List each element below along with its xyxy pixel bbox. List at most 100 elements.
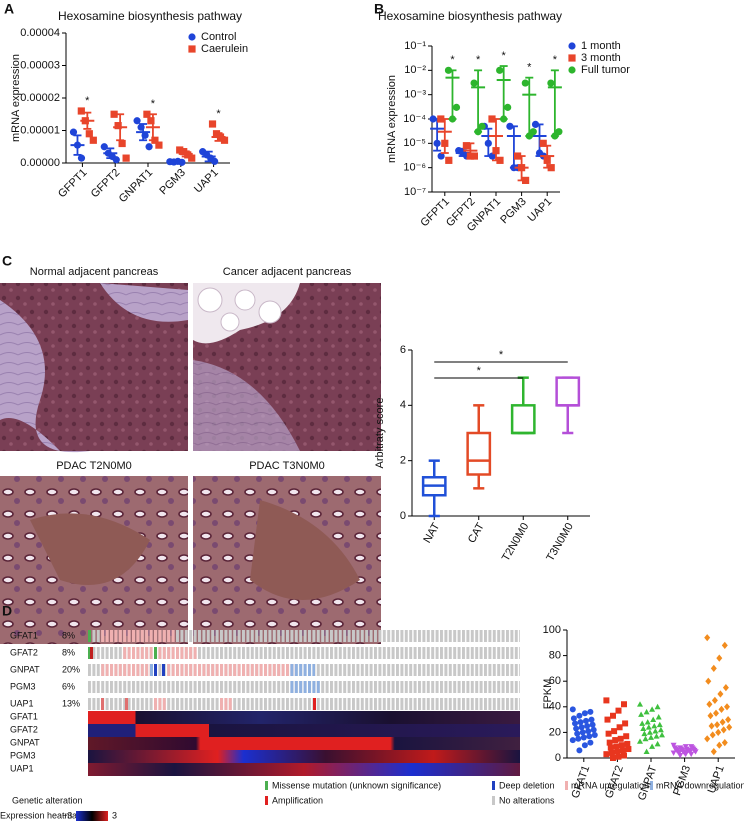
y-tick-label: 10⁻⁴	[403, 113, 426, 125]
significance-label: *	[85, 95, 90, 107]
data-point	[470, 79, 478, 87]
y-tick-label: 100	[543, 624, 561, 636]
data-point	[452, 103, 461, 111]
data-point	[617, 735, 624, 742]
data-point	[652, 728, 659, 734]
data-point	[649, 706, 656, 712]
percent-label: 8%	[62, 647, 75, 657]
data-point	[77, 107, 85, 115]
data-point	[220, 136, 229, 144]
box	[466, 431, 492, 476]
percent-label: 13%	[62, 698, 80, 708]
data-point	[581, 710, 588, 717]
y-tick-label: 40	[549, 701, 561, 713]
y-tick-label: 10⁻³	[404, 89, 426, 101]
data-point	[143, 110, 151, 118]
legend-marker	[188, 33, 196, 41]
data-point	[711, 696, 718, 704]
data-point	[721, 739, 728, 747]
y-tick-label: 10⁻⁵	[403, 137, 426, 149]
legend-label: Amplification	[272, 795, 323, 805]
data-point	[615, 753, 622, 760]
data-point	[155, 141, 163, 149]
data-point	[590, 726, 597, 733]
data-point	[621, 701, 627, 708]
percent-label: 6%	[62, 681, 75, 691]
data-point	[570, 715, 577, 722]
data-point	[89, 136, 97, 144]
scale-label: 3	[112, 810, 117, 820]
data-point	[612, 737, 619, 744]
gene-label: PGM3	[10, 681, 36, 691]
data-point	[610, 712, 616, 719]
data-point	[638, 711, 645, 717]
data-point	[646, 729, 653, 735]
legend-marker	[568, 54, 576, 62]
data-point	[573, 725, 580, 732]
y-tick-label: 10⁻⁶	[403, 162, 426, 174]
data-point	[572, 720, 578, 727]
legend-heading: Genetic alteration	[12, 795, 83, 805]
data-point	[644, 719, 651, 725]
heatmap	[88, 711, 520, 776]
heatmap-gene-label: GFAT1	[10, 711, 38, 721]
data-point	[641, 730, 648, 737]
data-point	[625, 746, 632, 753]
data-point	[603, 697, 610, 704]
y-axis-label: mRNA expression	[10, 54, 22, 142]
data-point	[615, 707, 622, 714]
percent-label: 8%	[62, 630, 75, 640]
data-point	[716, 654, 723, 662]
data-point	[575, 735, 582, 742]
y-tick-label: 0.00001	[20, 124, 60, 136]
legend-label: Deep deletion	[499, 780, 555, 790]
data-point	[110, 110, 118, 118]
data-point	[613, 743, 620, 750]
heatmap-gene-label: PGM3	[10, 750, 36, 760]
panel-label: D	[2, 603, 12, 619]
data-point	[555, 128, 563, 136]
data-point	[650, 716, 657, 722]
data-point	[649, 743, 656, 749]
data-point	[521, 79, 529, 87]
data-point	[579, 729, 586, 736]
data-point	[706, 700, 713, 708]
data-point	[643, 708, 650, 715]
data-point	[583, 717, 589, 724]
gene-label: GFAT1	[10, 630, 38, 640]
data-point	[623, 733, 630, 740]
significance-label: *	[216, 108, 221, 120]
data-point	[642, 735, 649, 742]
data-point	[176, 146, 184, 154]
data-point	[133, 117, 141, 125]
heatmap-gene-label: UAP1	[10, 763, 34, 773]
data-point	[576, 747, 583, 754]
legend-heading: Expression heatmap	[0, 810, 82, 820]
x-tick-label: PGM3	[498, 196, 529, 227]
x-tick-label: PGM3	[157, 167, 188, 198]
y-tick-label: 0.00003	[20, 59, 60, 71]
data-point	[645, 724, 652, 730]
panel-label: C	[2, 253, 12, 269]
data-point	[114, 122, 122, 130]
data-point	[547, 79, 555, 87]
x-tick-label: T3N0M0	[544, 521, 575, 564]
data-point	[529, 128, 537, 136]
x-tick-label: CAT	[466, 521, 487, 546]
data-point	[539, 139, 547, 147]
data-point	[147, 117, 155, 125]
y-tick-label: 10⁻²	[404, 64, 426, 76]
data-point	[580, 734, 587, 741]
data-point	[462, 142, 470, 150]
data-point	[208, 120, 217, 128]
y-axis-label: FPKM	[542, 679, 554, 710]
data-point	[608, 749, 615, 756]
data-point	[569, 737, 576, 744]
y-tick-label: 10⁻⁷	[404, 186, 426, 198]
data-point	[720, 726, 727, 734]
data-point	[654, 740, 661, 747]
legend-label: No alterations	[499, 795, 555, 805]
data-point	[692, 749, 699, 755]
legend-label: 3 month	[581, 52, 621, 64]
data-point	[704, 735, 711, 743]
